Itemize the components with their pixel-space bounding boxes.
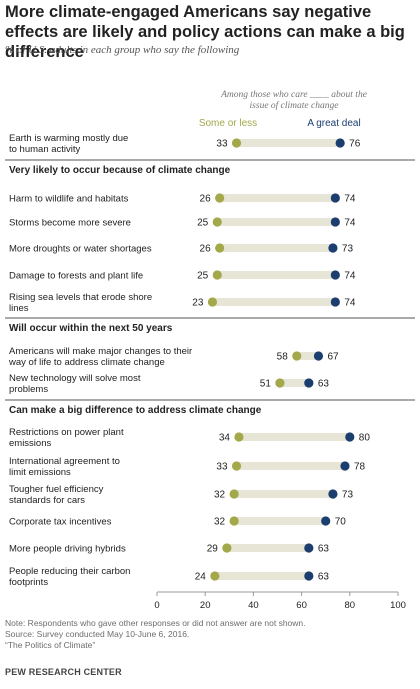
value-label-great-deal: 80 — [359, 433, 371, 444]
row-label: standards for cars — [9, 495, 85, 506]
dot-great-deal — [304, 571, 314, 581]
chart-subtitle: % of U.S. adults in each group who say t… — [5, 44, 240, 56]
row-label: Storms become more severe — [9, 218, 131, 229]
section-heading: Will occur within the next 50 years — [9, 323, 173, 334]
row-label: Rising sea levels that erode shore — [9, 292, 152, 303]
row-label: Damage to forests and plant life — [9, 271, 143, 282]
value-label-great-deal: 74 — [344, 218, 356, 229]
row-label: Harm to wildlife and habitats — [9, 194, 129, 205]
value-label-great-deal: 76 — [349, 139, 361, 150]
row-label: People reducing their carbon — [9, 566, 130, 577]
dot-some-or-less — [212, 217, 222, 227]
dot-some-or-less — [210, 571, 220, 581]
note-text: Note: Respondents who gave other respons… — [5, 618, 306, 628]
dot-some-or-less — [275, 378, 285, 388]
row-label: Tougher fuel efficiency — [9, 484, 104, 495]
dot-great-deal — [330, 217, 340, 227]
value-label-great-deal: 78 — [354, 462, 366, 473]
dot-some-or-less — [231, 461, 242, 471]
value-label-great-deal: 74 — [344, 194, 356, 205]
dot-great-deal — [345, 432, 355, 442]
value-label-some-or-less: 33 — [216, 462, 228, 473]
value-label-great-deal: 74 — [344, 298, 356, 309]
value-label-great-deal: 63 — [318, 544, 330, 555]
dot-some-or-less — [231, 138, 242, 148]
legend-low-label: Some or less — [199, 118, 257, 129]
value-label-some-or-less: 32 — [214, 517, 226, 528]
x-axis-tick-label: 0 — [154, 600, 159, 611]
dot-great-deal — [321, 516, 331, 526]
value-label-great-deal: 63 — [318, 572, 330, 583]
x-axis-tick-label: 60 — [296, 600, 307, 611]
legend-header-line2: issue of climate change — [250, 100, 339, 111]
dot-great-deal — [328, 489, 338, 499]
value-label-some-or-less: 24 — [195, 572, 207, 583]
dot-some-or-less — [215, 243, 225, 253]
value-label-some-or-less: 51 — [260, 379, 272, 390]
value-label-some-or-less: 29 — [207, 544, 219, 555]
dot-great-deal — [304, 378, 314, 388]
value-label-some-or-less: 26 — [200, 244, 212, 255]
dot-some-or-less — [229, 516, 239, 526]
dot-some-or-less — [207, 297, 218, 307]
row-label: Restrictions on power plant — [9, 427, 124, 438]
legend-high-label: A great deal — [307, 118, 360, 129]
value-label-great-deal: 67 — [327, 352, 339, 363]
row-label: limit emissions — [9, 467, 71, 478]
row-label: Earth is warming mostly due — [9, 133, 128, 144]
chart-title: More climate-engaged Americans say negat… — [5, 3, 405, 61]
report-title-text: “The Politics of Climate” — [5, 640, 96, 650]
value-label-great-deal: 63 — [318, 379, 330, 390]
source-text: Source: Survey conducted May 10-June 6, … — [5, 629, 190, 639]
value-label-some-or-less: 25 — [197, 218, 209, 229]
dot-great-deal — [340, 461, 350, 471]
value-label-some-or-less: 58 — [277, 352, 289, 363]
dot-some-or-less — [229, 489, 239, 499]
x-axis-tick-label: 20 — [200, 600, 211, 611]
x-axis-tick-label: 80 — [345, 600, 356, 611]
value-label-great-deal: 73 — [342, 490, 354, 501]
dot-great-deal — [330, 193, 340, 203]
dot-great-deal — [330, 297, 340, 307]
dot-some-or-less — [212, 270, 222, 280]
legend-header-line1: Among those who care ____ about the — [220, 90, 367, 100]
value-label-some-or-less: 25 — [197, 271, 209, 282]
value-label-great-deal: 70 — [335, 517, 347, 528]
value-label-some-or-less: 33 — [216, 139, 228, 150]
value-label-some-or-less: 23 — [192, 298, 204, 309]
dot-some-or-less — [222, 543, 232, 553]
dot-great-deal — [304, 543, 314, 553]
row-label: Americans will make major changes to the… — [9, 346, 192, 357]
dot-great-deal — [313, 351, 324, 361]
dot-great-deal — [330, 270, 340, 280]
row-label: More droughts or water shortages — [9, 244, 152, 255]
row-label: footprints — [9, 577, 48, 588]
dot-some-or-less — [292, 351, 302, 361]
row-label: More people driving hybrids — [9, 544, 126, 555]
x-axis-tick-label: 100 — [390, 600, 406, 611]
section-heading: Can make a big difference to address cli… — [9, 405, 262, 416]
value-label-some-or-less: 34 — [219, 433, 231, 444]
row-label: to human activity — [9, 144, 81, 155]
row-label: problems — [9, 384, 48, 395]
brand-logo-text: PEW RESEARCH CENTER — [5, 667, 122, 677]
x-axis-tick-label: 40 — [248, 600, 259, 611]
dot-some-or-less — [215, 193, 225, 203]
row-label: Corporate tax incentives — [9, 517, 112, 528]
row-label: New technology will solve most — [9, 373, 141, 384]
value-label-some-or-less: 26 — [200, 194, 212, 205]
value-label-great-deal: 73 — [342, 244, 354, 255]
dot-great-deal — [328, 243, 338, 253]
section-heading: Very likely to occur because of climate … — [9, 165, 231, 176]
row-label: way of life to address climate change — [8, 357, 165, 368]
row-label: emissions — [9, 438, 51, 449]
value-label-some-or-less: 32 — [214, 490, 226, 501]
dot-great-deal — [335, 138, 345, 148]
value-label-great-deal: 74 — [344, 271, 356, 282]
row-label: International agreement to — [9, 456, 120, 467]
row-label: lines — [9, 303, 29, 314]
dot-some-or-less — [234, 432, 244, 442]
